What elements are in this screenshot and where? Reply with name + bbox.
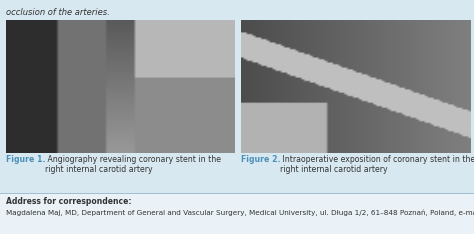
Text: Intraoperative exposition of coronary stent in the
right internal carotid artery: Intraoperative exposition of coronary st… bbox=[280, 155, 474, 174]
Text: Angiography revealing coronary stent in the
right internal carotid artery: Angiography revealing coronary stent in … bbox=[45, 155, 221, 174]
Text: Address for correspondence:: Address for correspondence: bbox=[6, 197, 132, 205]
Text: Figure 1.: Figure 1. bbox=[6, 155, 46, 164]
Text: occlusion of the arteries.: occlusion of the arteries. bbox=[6, 8, 110, 17]
Text: Figure 2.: Figure 2. bbox=[241, 155, 280, 164]
Text: Magdalena Maj, MD, Department of General and Vascular Surgery, Medical Universit: Magdalena Maj, MD, Department of General… bbox=[6, 209, 474, 216]
FancyBboxPatch shape bbox=[0, 193, 474, 234]
